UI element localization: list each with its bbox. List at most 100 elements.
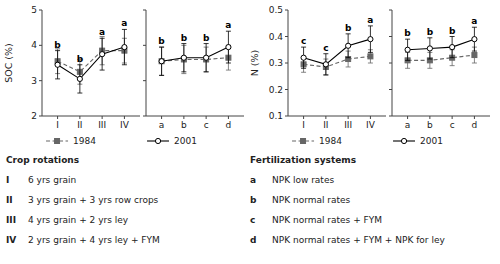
point (159, 59, 164, 64)
error-bar (450, 37, 455, 58)
panel: abcdbbba (143, 10, 244, 130)
key-text: NPK normal rates + FYM + NPK for ley (272, 235, 445, 245)
marks (159, 31, 231, 75)
y-tick-label: 0.4 (269, 32, 284, 42)
y-tick-label: 0.3 (269, 58, 283, 68)
error-cap (204, 71, 209, 72)
significance-letter: a (99, 27, 105, 37)
error-bar (472, 27, 477, 51)
significance-letter: b (54, 40, 61, 50)
error-cap (323, 74, 328, 75)
key-symbol: b (250, 195, 257, 205)
error-cap (204, 43, 209, 44)
error-cap (226, 70, 231, 71)
y-tick (39, 45, 42, 46)
series-line (408, 55, 475, 60)
legend: 19842001 (46, 136, 197, 146)
point (226, 45, 231, 50)
legend-marker (301, 139, 306, 144)
x-tick-label: III (344, 120, 352, 130)
error-cap (159, 75, 164, 76)
significance-letter: b (427, 27, 434, 37)
error-cap (405, 68, 410, 69)
significance-letter: b (449, 26, 456, 36)
significance-letter: a (121, 18, 127, 28)
y-tick-label: 3 (31, 76, 37, 86)
key-text: 2 yrs grain + 4 yrs ley + FYM (28, 235, 160, 245)
error-cap (472, 51, 477, 52)
significance-letter: a (367, 15, 373, 25)
key-symbol: II (6, 195, 13, 205)
point (405, 47, 410, 52)
error-cap (323, 74, 328, 75)
significance-letter: b (203, 33, 210, 43)
error-bar (323, 54, 328, 75)
legend-marker (155, 138, 160, 143)
key-symbol: d (250, 235, 256, 245)
point (301, 55, 306, 60)
y-tick-label: 0.2 (269, 85, 283, 95)
legend: 19842001 (292, 136, 443, 146)
error-bar (159, 47, 164, 75)
marks (301, 26, 373, 75)
series-line (58, 47, 125, 79)
y-tick (389, 63, 392, 64)
x-tick (124, 116, 125, 119)
legend-entry: 2001 (174, 136, 197, 146)
key-text: NPK low rates (272, 175, 334, 185)
key-text: NPK normal rates (272, 195, 351, 205)
key-title: Fertilization systems (250, 155, 356, 165)
y-axis (42, 10, 43, 116)
error-cap (55, 78, 60, 79)
y-tick (39, 116, 42, 117)
error-bar (226, 31, 231, 63)
point (472, 37, 477, 42)
error-bar (159, 47, 164, 75)
point (346, 43, 351, 48)
x-tick-label: d (472, 120, 478, 130)
key-symbol: IV (6, 235, 16, 245)
point (100, 52, 105, 57)
error-cap (323, 53, 328, 54)
legend-marker (401, 138, 406, 143)
point (122, 45, 127, 50)
error-cap (427, 37, 432, 38)
key-text: 6 yrs grain (28, 175, 76, 185)
error-cap (55, 50, 60, 51)
key: Crop rotationsI6 yrs grainII3 yrs grain … (6, 155, 160, 245)
y-tick (389, 10, 392, 11)
error-cap (159, 75, 164, 76)
y-tick-label: 2 (31, 111, 37, 121)
key-symbol: III (6, 215, 16, 225)
x-axis (392, 116, 490, 117)
error-cap (204, 71, 209, 72)
error-bar (55, 51, 60, 79)
x-tick-label: c (450, 120, 455, 130)
error-cap (301, 68, 306, 69)
point (181, 55, 186, 60)
significance-letter: b (404, 28, 411, 38)
point (323, 62, 328, 67)
x-tick (303, 116, 304, 119)
y-axis-label: N (%) (249, 50, 260, 77)
x-tick (452, 116, 453, 119)
error-cap (181, 71, 186, 72)
error-cap (301, 47, 306, 48)
point (204, 55, 209, 60)
significance-letter: b (77, 54, 84, 64)
x-tick (348, 116, 349, 119)
key-text: NPK normal rates + FYM (272, 215, 382, 225)
y-tick (143, 10, 146, 11)
error-bar (405, 39, 410, 60)
y-axis (146, 10, 147, 116)
error-bar (77, 65, 82, 93)
panel: abcdbbba (389, 10, 490, 130)
x-tick (228, 116, 229, 119)
error-cap (450, 57, 455, 58)
x-tick-label: I (56, 120, 59, 130)
error-bar (427, 38, 432, 59)
series-line (408, 39, 475, 50)
x-tick-label: a (159, 120, 165, 130)
error-cap (77, 93, 82, 94)
error-cap (77, 64, 82, 65)
